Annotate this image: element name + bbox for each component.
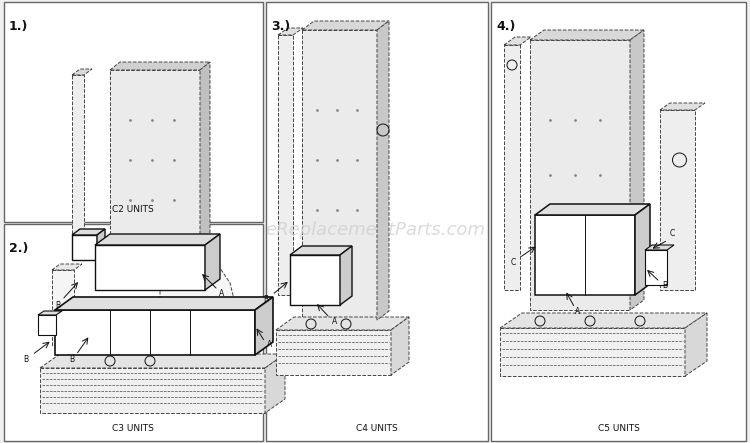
Polygon shape — [38, 311, 62, 315]
Text: C: C — [669, 229, 675, 238]
Polygon shape — [340, 246, 352, 305]
Polygon shape — [72, 69, 92, 75]
Text: eReplacementParts.com: eReplacementParts.com — [265, 221, 485, 239]
Polygon shape — [40, 354, 285, 368]
Polygon shape — [72, 229, 105, 235]
Text: 3.): 3.) — [272, 20, 290, 33]
Polygon shape — [40, 368, 265, 413]
FancyBboxPatch shape — [491, 2, 746, 441]
Polygon shape — [504, 45, 520, 290]
Polygon shape — [391, 317, 409, 375]
Polygon shape — [278, 28, 303, 35]
Polygon shape — [38, 315, 56, 335]
Polygon shape — [72, 235, 97, 260]
Polygon shape — [630, 30, 644, 310]
FancyBboxPatch shape — [4, 2, 262, 222]
Text: C5 UNITS: C5 UNITS — [598, 424, 640, 433]
Polygon shape — [500, 328, 685, 376]
Polygon shape — [635, 204, 650, 295]
Text: 4.): 4.) — [496, 20, 516, 33]
Polygon shape — [302, 30, 377, 320]
Polygon shape — [660, 103, 705, 110]
Polygon shape — [265, 354, 285, 413]
Polygon shape — [530, 40, 630, 310]
Polygon shape — [504, 37, 531, 45]
Text: 1.): 1.) — [9, 20, 28, 33]
Text: C2 UNITS: C2 UNITS — [112, 205, 154, 214]
Text: C: C — [510, 258, 516, 267]
Polygon shape — [278, 35, 293, 295]
Polygon shape — [645, 250, 667, 285]
Text: C4 UNITS: C4 UNITS — [356, 424, 398, 433]
Text: B: B — [662, 281, 668, 290]
FancyBboxPatch shape — [266, 2, 488, 441]
Text: A: A — [267, 340, 273, 349]
Text: C3 UNITS: C3 UNITS — [112, 424, 154, 433]
Polygon shape — [530, 30, 644, 40]
Text: A: A — [575, 307, 580, 316]
Polygon shape — [205, 234, 220, 290]
Text: B: B — [263, 295, 268, 304]
Text: B: B — [56, 301, 61, 310]
Polygon shape — [110, 70, 200, 245]
Text: A: A — [219, 289, 225, 298]
Polygon shape — [660, 110, 695, 290]
Polygon shape — [55, 310, 255, 355]
Polygon shape — [95, 245, 205, 290]
Text: B: B — [70, 355, 74, 364]
Text: A: A — [332, 317, 338, 326]
Polygon shape — [55, 297, 273, 310]
Polygon shape — [52, 270, 74, 345]
Polygon shape — [500, 313, 707, 328]
Polygon shape — [276, 317, 409, 330]
Polygon shape — [200, 62, 210, 245]
Polygon shape — [377, 21, 389, 320]
Polygon shape — [97, 229, 105, 260]
Polygon shape — [535, 204, 650, 215]
Polygon shape — [290, 255, 340, 305]
Polygon shape — [255, 297, 273, 355]
Polygon shape — [160, 268, 235, 333]
Polygon shape — [95, 234, 220, 245]
Text: 2.): 2.) — [9, 242, 28, 255]
Polygon shape — [290, 246, 352, 255]
Polygon shape — [645, 245, 674, 250]
Polygon shape — [72, 75, 84, 235]
Text: B: B — [23, 355, 28, 364]
Polygon shape — [302, 21, 389, 30]
Polygon shape — [535, 215, 635, 295]
Polygon shape — [52, 264, 82, 270]
Polygon shape — [110, 62, 210, 70]
Polygon shape — [685, 313, 707, 376]
Polygon shape — [276, 330, 391, 375]
FancyBboxPatch shape — [4, 224, 262, 441]
